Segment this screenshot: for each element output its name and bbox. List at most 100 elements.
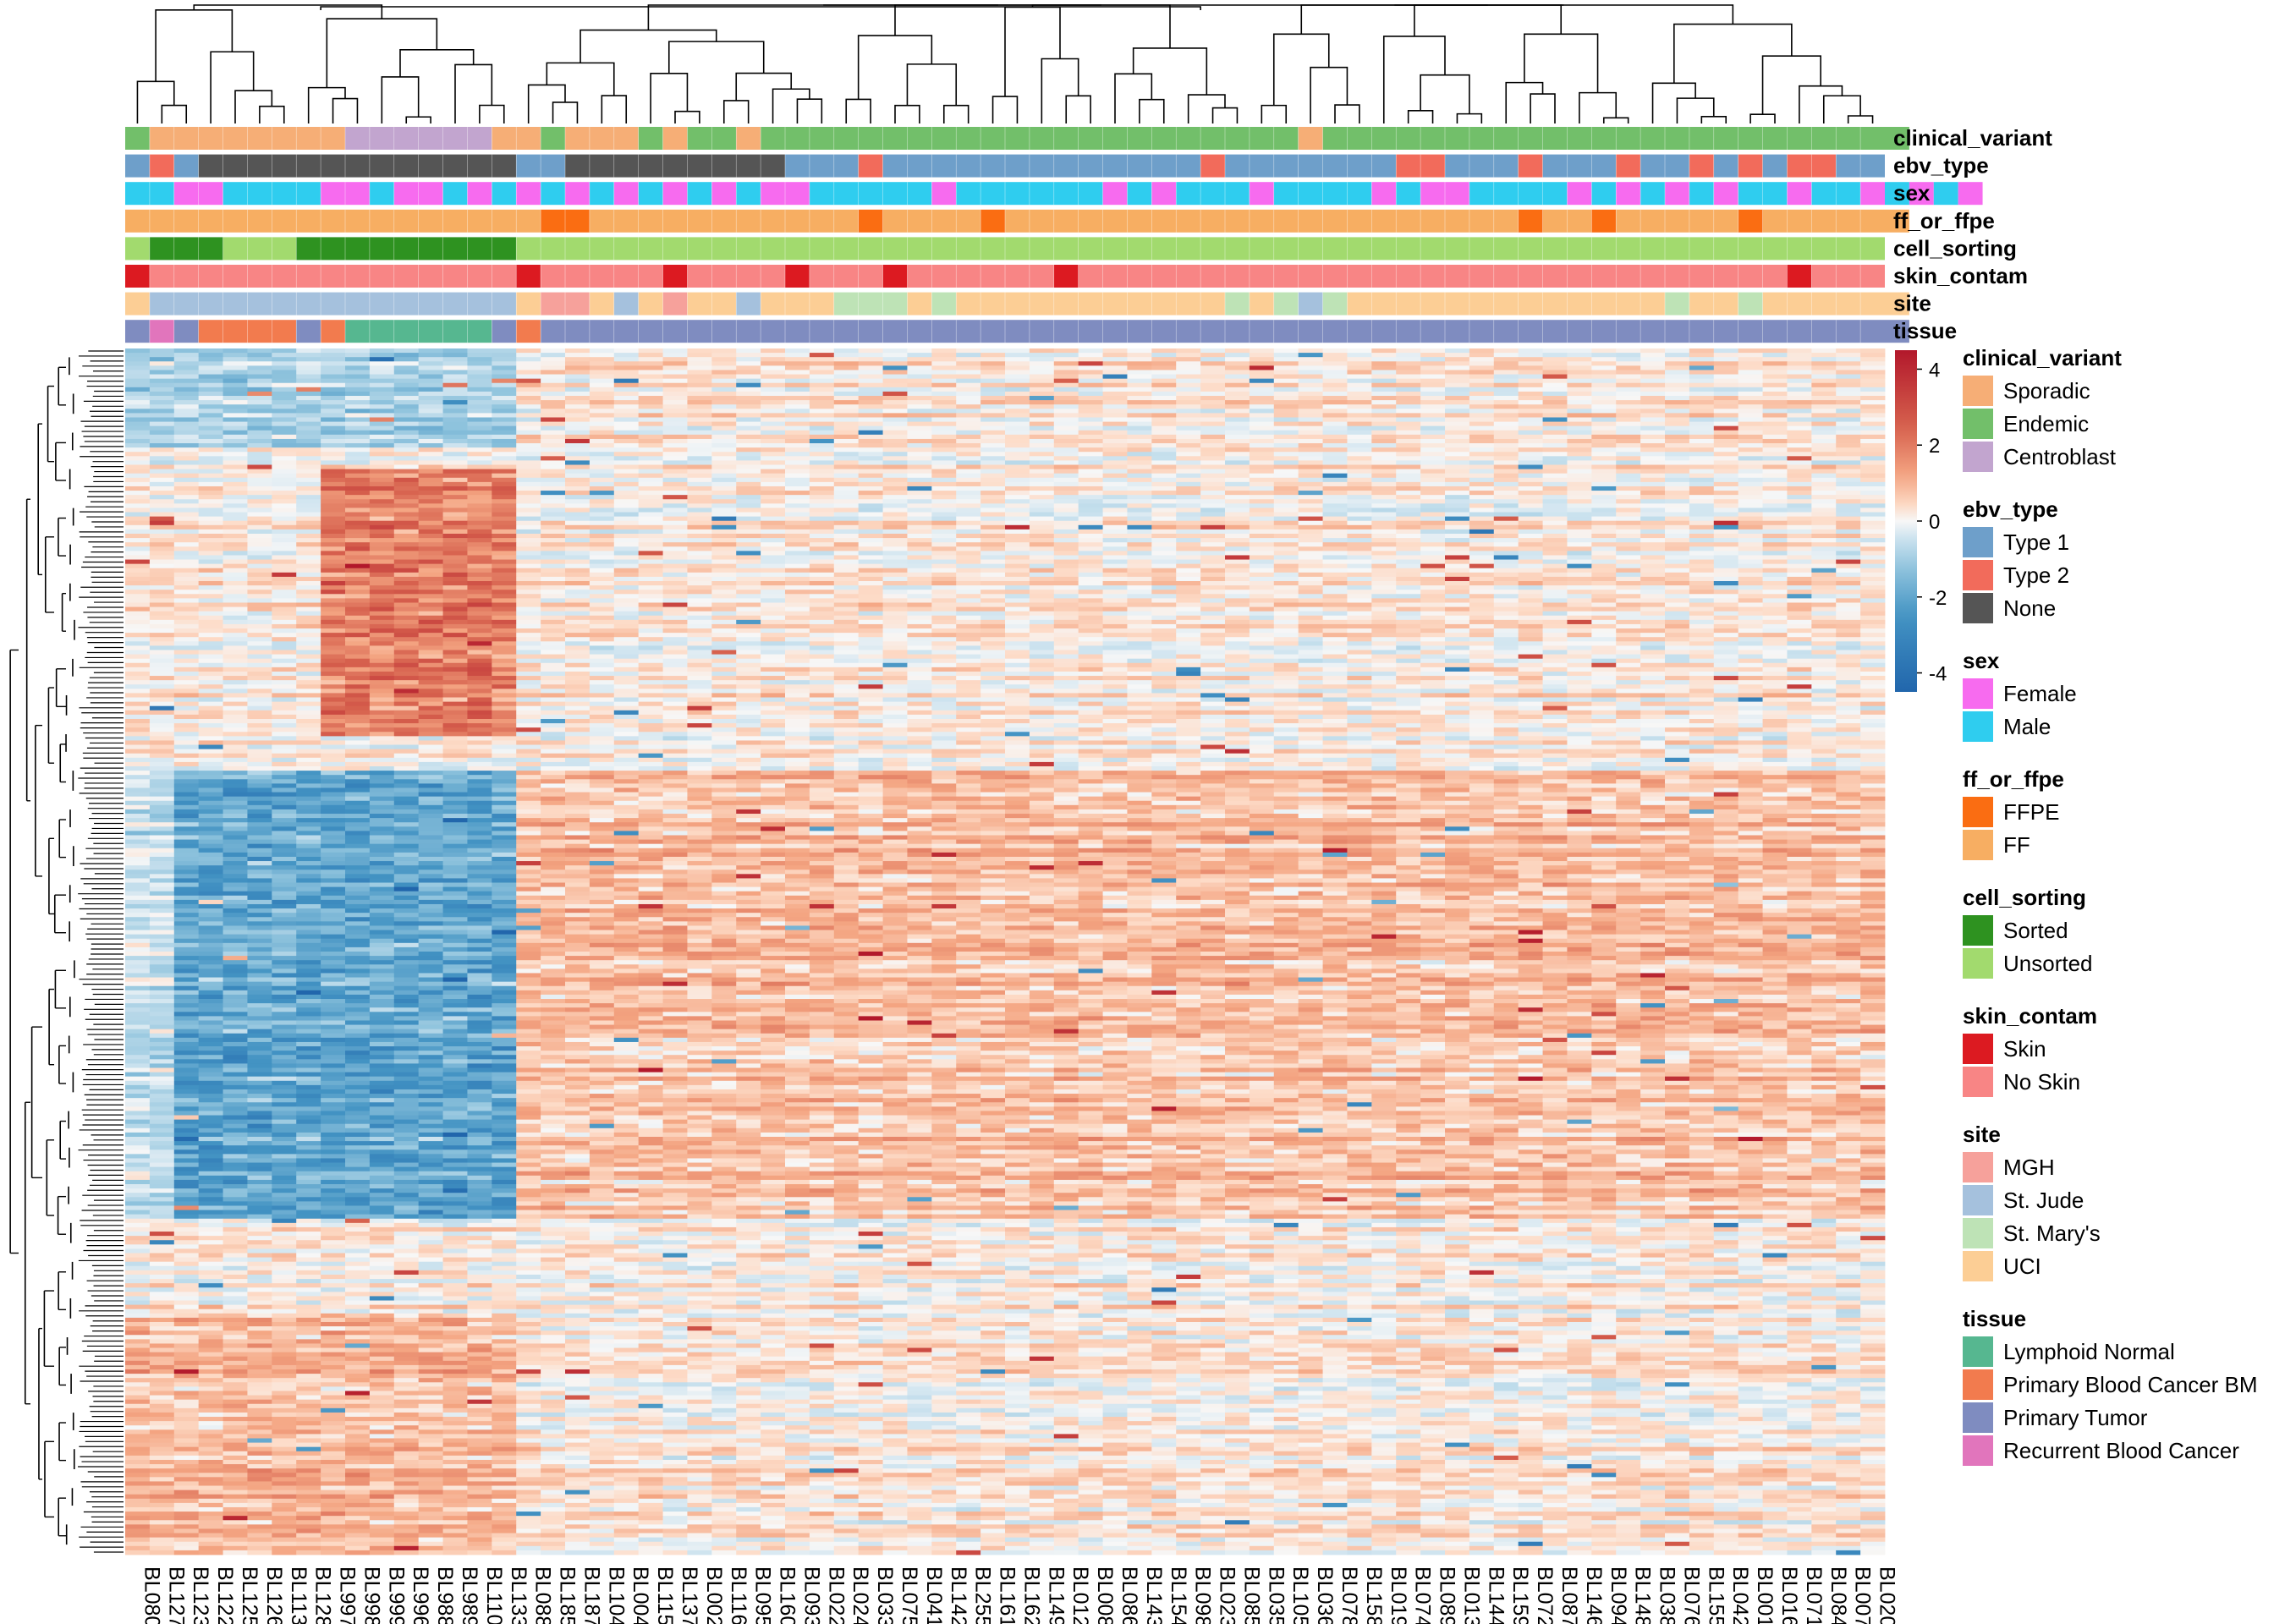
heatmap-cell	[1029, 581, 1055, 586]
heatmap-cell	[1542, 508, 1568, 513]
dendrogram-branch	[991, 96, 1019, 123]
heatmap-cell	[125, 581, 151, 586]
heatmap-cell	[1298, 551, 1323, 556]
heatmap-cell	[1591, 516, 1617, 522]
heatmap-cell	[198, 443, 223, 448]
heatmap-cell	[1518, 409, 1543, 414]
heatmap-cell	[1371, 469, 1397, 475]
heatmap-cell	[662, 581, 688, 586]
heatmap-cell	[149, 421, 175, 427]
heatmap-cell	[1787, 572, 1812, 578]
heatmap-cell	[1616, 348, 1641, 354]
heatmap-cell	[662, 477, 688, 483]
heatmap-cell	[1249, 443, 1275, 448]
annotation-cell	[1738, 154, 1763, 178]
heatmap-cell	[1469, 396, 1495, 401]
heatmap-cell	[1518, 581, 1543, 586]
heatmap-cell	[1347, 460, 1372, 465]
heatmap-cell	[467, 551, 492, 556]
heatmap-cell	[785, 391, 810, 397]
heatmap-cell	[1053, 434, 1079, 440]
heatmap-cell	[516, 365, 541, 370]
heatmap-cell	[956, 434, 981, 440]
heatmap-cell	[1396, 396, 1421, 401]
heatmap-cell	[1469, 443, 1495, 448]
heatmap-cell	[173, 469, 200, 475]
heatmap-cell	[1078, 469, 1103, 475]
annotation-cell	[1249, 182, 1274, 206]
heatmap-cell	[785, 546, 810, 551]
heatmap-cell	[247, 508, 272, 513]
heatmap-cell	[1053, 348, 1079, 354]
heatmap-cell	[222, 503, 248, 508]
heatmap-cell	[589, 581, 615, 586]
heatmap-cell	[711, 529, 737, 535]
heatmap-cell	[1860, 533, 1886, 539]
heatmap-cell	[1542, 516, 1568, 522]
annotation-track-label: sex	[1893, 180, 1931, 206]
heatmap-cell	[541, 508, 566, 513]
annotation-cell	[541, 265, 663, 288]
heatmap-cell	[1225, 538, 1250, 543]
heatmap-cell	[222, 524, 248, 530]
heatmap-cell	[1078, 491, 1103, 496]
heatmap-cell	[858, 486, 883, 491]
heatmap-cell	[833, 581, 860, 586]
heatmap-cell	[516, 460, 541, 465]
heatmap-cell	[931, 503, 957, 508]
heatmap-cell	[418, 396, 443, 401]
heatmap-cell	[1616, 524, 1641, 530]
heatmap-cell	[1616, 464, 1641, 469]
heatmap-cell	[1005, 473, 1030, 479]
heatmap-cell	[1689, 374, 1715, 380]
annotation-cell	[442, 182, 468, 206]
heatmap-cell	[1225, 546, 1250, 551]
heatmap-cell	[1640, 425, 1666, 431]
heatmap-cell	[1151, 473, 1177, 479]
heatmap-cell	[247, 563, 272, 569]
heatmap-cell	[442, 374, 468, 380]
heatmap-cell	[1151, 590, 1177, 595]
heatmap-cell	[1738, 464, 1763, 469]
heatmap-cell	[1787, 555, 1812, 560]
heatmap-cell	[1591, 378, 1617, 384]
heatmap-cell	[1078, 456, 1103, 461]
heatmap-cell	[1811, 361, 1837, 366]
heatmap-cell	[1151, 555, 1177, 560]
heatmap-cell	[1493, 387, 1519, 392]
heatmap-cell	[1078, 477, 1103, 483]
heatmap-cell	[345, 391, 371, 397]
heatmap-cell	[1567, 434, 1592, 440]
heatmap-cell	[907, 348, 932, 354]
heatmap-cell	[1053, 481, 1079, 487]
heatmap-cell	[1542, 563, 1568, 569]
heatmap-cell	[1640, 503, 1666, 508]
dendrogram-branch	[527, 84, 566, 123]
heatmap-cell	[1713, 374, 1739, 380]
heatmap-cell	[418, 374, 443, 380]
heatmap-cell	[541, 378, 566, 384]
heatmap-cell	[809, 503, 835, 508]
heatmap-cell	[907, 594, 932, 599]
heatmap-cell	[589, 443, 615, 448]
heatmap-cell	[662, 568, 688, 573]
heatmap-cell	[565, 568, 590, 573]
heatmap-cell	[785, 533, 810, 539]
heatmap-cell	[662, 508, 688, 513]
heatmap-cell	[1445, 481, 1470, 487]
heatmap-cell	[1860, 421, 1886, 427]
heatmap-cell	[1762, 585, 1788, 590]
heatmap-cell	[1738, 378, 1763, 384]
heatmap-cell	[1811, 452, 1837, 457]
heatmap-cell	[1322, 370, 1348, 375]
heatmap-cell	[1762, 491, 1788, 496]
heatmap-cell	[1029, 430, 1055, 436]
heatmap-cell	[711, 374, 737, 380]
heatmap-cell	[1225, 438, 1250, 444]
heatmap-cell	[467, 396, 492, 401]
heatmap-cell	[1640, 353, 1666, 358]
heatmap-cell	[1371, 538, 1397, 543]
heatmap-cell	[565, 516, 590, 522]
heatmap-cell	[516, 417, 541, 422]
heatmap-cell	[1787, 391, 1812, 397]
